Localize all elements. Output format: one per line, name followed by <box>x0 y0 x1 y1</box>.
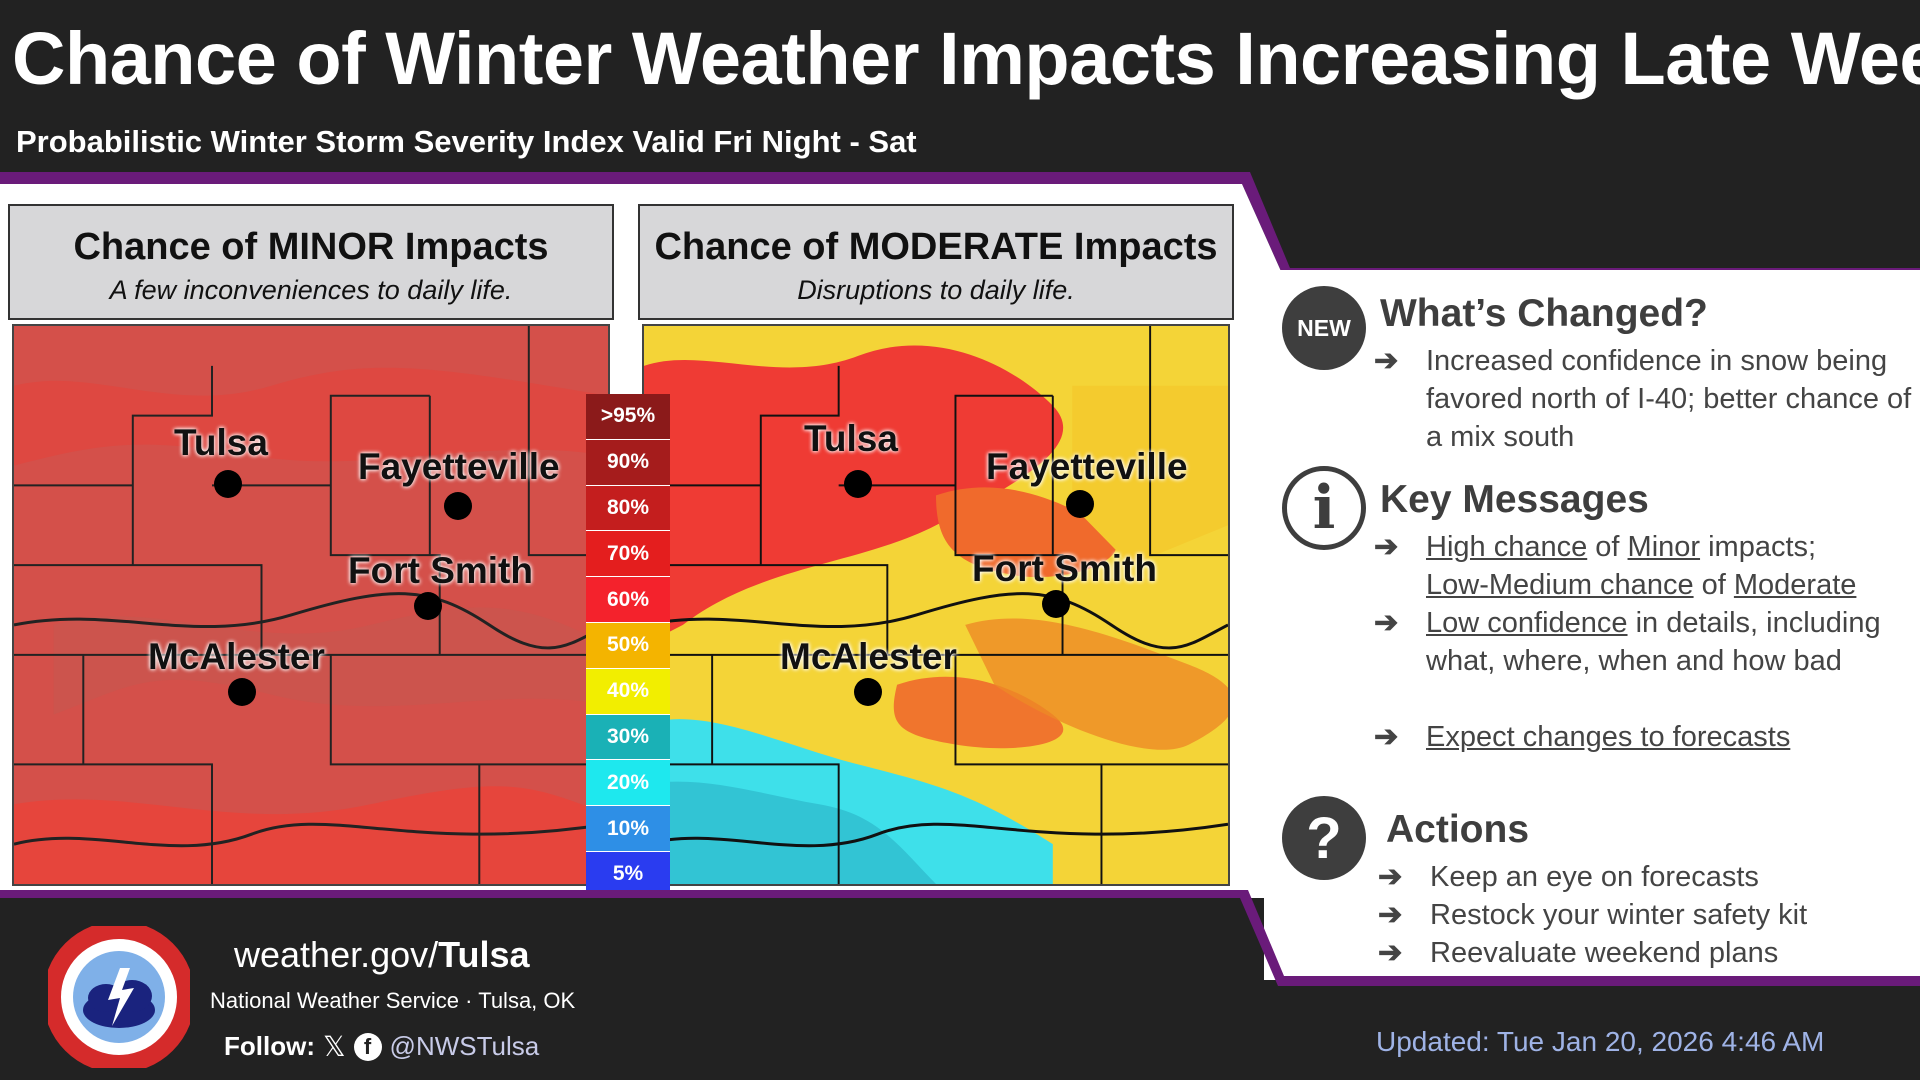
moderate-panel-subheading: Disruptions to daily life. <box>797 275 1075 305</box>
city-label-tulsa: Tulsa <box>174 422 268 463</box>
arrow-icon: ➔ <box>1374 607 1399 639</box>
legend-entry: 70% <box>586 531 670 578</box>
moderate-impacts-panel: Chance of MODERATE Impacts Disruptions t… <box>638 204 1234 886</box>
moderate-map-graphic <box>644 326 1228 884</box>
minor-map-graphic <box>14 326 608 884</box>
city-label-tulsa-moderate: Tulsa <box>804 418 898 459</box>
follow-label: Follow: <box>224 1031 315 1061</box>
probability-legend: >95% 90% 80% 70% 60% 50% 40% 30% 20% 10% 5% <box>586 394 670 898</box>
city-marker-fort-smith <box>414 592 442 620</box>
updated-timestamp: Updated: Tue Jan 20, 2026 4:46 AM <box>1376 1026 1825 1057</box>
question-icon: ? <box>1282 796 1366 880</box>
x-icon[interactable]: 𝕏 <box>322 1031 346 1062</box>
page-subtitle: Probabilistic Winter Storm Severity Inde… <box>16 124 917 159</box>
legend-entry: 50% <box>586 622 670 669</box>
city-label-fort-smith: Fort Smith <box>348 550 533 591</box>
moderate-panel-header: Chance of MODERATE Impacts Disruptions t… <box>638 204 1234 320</box>
new-badge-icon: NEW <box>1282 286 1366 370</box>
city-marker-tulsa <box>214 470 242 498</box>
legend-entry: 30% <box>586 714 670 761</box>
legend-entry: 80% <box>586 485 670 532</box>
moderate-panel-heading: Chance of MODERATE Impacts <box>654 226 1218 268</box>
page-title: Chance of Winter Weather Impacts Increas… <box>12 17 1920 100</box>
legend-entry: 10% <box>586 806 670 852</box>
follow-row: Follow: 𝕏 f @NWSTulsa <box>224 1030 539 1063</box>
city-marker-fayetteville-moderate <box>1066 490 1094 518</box>
whats-changed-title: What’s Changed? <box>1380 292 1708 335</box>
city-marker-fayetteville <box>444 492 472 520</box>
arrow-icon: ➔ <box>1374 345 1399 377</box>
city-marker-fort-smith-moderate <box>1042 590 1070 618</box>
info-panel: NEW What’s Changed? ➔ Increased confiden… <box>1264 270 1920 980</box>
city-label-fayetteville: Fayetteville <box>358 446 560 487</box>
arrow-icon: ➔ <box>1374 721 1399 753</box>
legend-entry: 60% <box>586 577 670 623</box>
legend-entry: 40% <box>586 668 670 715</box>
city-label-fayetteville-moderate: Fayetteville <box>986 446 1188 487</box>
footer-accent <box>0 890 1920 986</box>
city-marker-tulsa-moderate <box>844 470 872 498</box>
social-handle[interactable]: @NWSTulsa <box>389 1031 540 1061</box>
minor-panel-subheading: A few inconveniences to daily life. <box>109 275 513 305</box>
legend-entry: >95% <box>586 394 670 440</box>
city-label-fort-smith-moderate: Fort Smith <box>972 548 1157 589</box>
minor-panel-header: Chance of MINOR Impacts A few inconvenie… <box>8 204 614 320</box>
arrow-icon: ➔ <box>1378 861 1403 893</box>
city-label-mcalester-moderate: McAlester <box>780 636 957 677</box>
nws-logo <box>48 926 190 1068</box>
legend-entry: 90% <box>586 439 670 486</box>
city-marker-mcalester <box>228 678 256 706</box>
info-icon: i <box>1282 466 1366 550</box>
moderate-impacts-map <box>642 324 1230 886</box>
legend-entry: 20% <box>586 760 670 807</box>
minor-impacts-map <box>12 324 610 886</box>
arrow-icon: ➔ <box>1378 899 1403 931</box>
org-name: National Weather Service · Tulsa, OK <box>210 988 576 1013</box>
city-label-mcalester: McAlester <box>148 636 325 677</box>
arrow-icon: ➔ <box>1378 937 1403 969</box>
facebook-icon[interactable]: f <box>353 1032 382 1061</box>
key-messages-title: Key Messages <box>1380 478 1649 521</box>
actions-title: Actions <box>1386 808 1530 851</box>
minor-impacts-panel: Chance of MINOR Impacts A few inconvenie… <box>8 204 614 886</box>
city-marker-mcalester-moderate <box>854 678 882 706</box>
arrow-icon: ➔ <box>1374 531 1399 563</box>
minor-panel-heading: Chance of MINOR Impacts <box>73 226 549 268</box>
website-link[interactable]: weather.gov/Tulsa <box>234 934 530 975</box>
